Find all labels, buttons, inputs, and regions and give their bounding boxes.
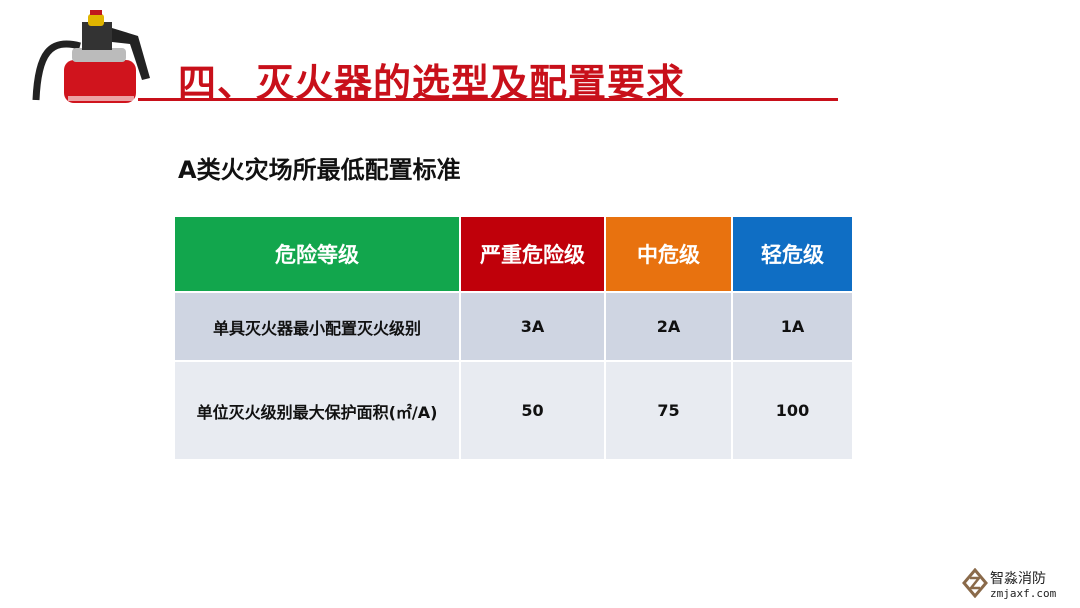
row-label: 单具灭火器最小配置灭火级别 (175, 293, 459, 360)
header-light-hazard: 轻危级 (733, 217, 852, 291)
header-medium-hazard: 中危级 (606, 217, 731, 291)
table-cell: 100 (733, 362, 852, 459)
table-row: 单位灭火级别最大保护面积(㎡/A) 50 75 100 (175, 362, 852, 459)
table-cell: 3A (461, 293, 604, 360)
watermark-url: zmjaxf.com (990, 587, 1057, 600)
watermark-logo-icon (962, 568, 988, 598)
table-row: 单具灭火器最小配置灭火级别 3A 2A 1A (175, 293, 852, 360)
slide-subtitle: A类火灾场所最低配置标准 (178, 156, 461, 184)
header-hazard-level: 危险等级 (175, 217, 459, 291)
fire-extinguisher-image (32, 10, 150, 103)
table-cell: 1A (733, 293, 852, 360)
row-label: 单位灭火级别最大保护面积(㎡/A) (175, 362, 459, 459)
watermark-name: 智淼消防 (990, 571, 1046, 587)
title-underline (138, 98, 838, 101)
config-standard-table: 危险等级 严重危险级 中危级 轻危级 单具灭火器最小配置灭火级别 3A 2A 1… (173, 215, 854, 461)
table-cell: 2A (606, 293, 731, 360)
table-cell: 50 (461, 362, 604, 459)
slide-title: 四、灭火器的选型及配置要求 (178, 61, 686, 105)
header-severe-hazard: 严重危险级 (461, 217, 604, 291)
table-header-row: 危险等级 严重危险级 中危级 轻危级 (175, 217, 852, 291)
table-cell: 75 (606, 362, 731, 459)
